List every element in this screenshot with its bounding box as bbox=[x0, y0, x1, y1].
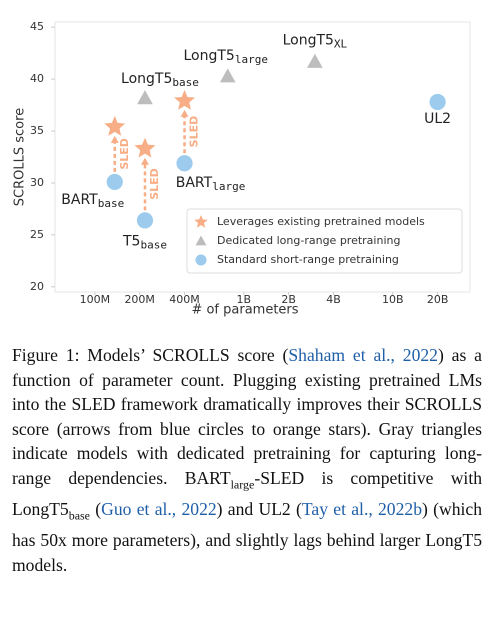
legend-label: Standard short-range pretraining bbox=[217, 253, 399, 266]
y-tick-label: 40 bbox=[30, 72, 44, 85]
x-tick-label: 400M bbox=[169, 293, 200, 306]
triangle-marker bbox=[305, 52, 325, 69]
point-label: BARTlarge bbox=[176, 175, 246, 193]
caption-link[interactable]: Shaham et al., 2022 bbox=[288, 345, 438, 365]
legend-box bbox=[186, 208, 463, 274]
caption-sub: base bbox=[68, 508, 91, 523]
arrow-head bbox=[110, 135, 119, 143]
x-tick-label: 200M bbox=[124, 293, 155, 306]
star-marker bbox=[102, 113, 128, 138]
legend: Leverages existing pretrained models Dedi… bbox=[186, 208, 463, 274]
triangle-marker bbox=[195, 235, 207, 246]
y-axis-label: SCROLLS score bbox=[13, 108, 28, 206]
legend-label: Dedicated long-range pretraining bbox=[217, 234, 400, 247]
point-label-sub: base bbox=[140, 238, 167, 251]
caption-plain: ) and UL2 ( bbox=[216, 499, 302, 520]
circle-marker bbox=[105, 173, 124, 191]
point-label-main: LongT5 bbox=[121, 71, 172, 87]
point-label-sub: large bbox=[212, 180, 245, 193]
point-label: T5base bbox=[122, 233, 167, 251]
point-label: UL2 bbox=[424, 111, 451, 127]
y-tick-label: 30 bbox=[30, 176, 44, 189]
y-tick-label: 35 bbox=[30, 124, 44, 137]
star-marker bbox=[172, 87, 197, 112]
point-label: BARTbase bbox=[61, 192, 124, 210]
point-label-main: LongT5 bbox=[283, 32, 334, 48]
point-label-sub: base bbox=[172, 76, 199, 89]
triangle-marker bbox=[218, 66, 237, 84]
point-label: LongT5XL bbox=[283, 32, 348, 50]
caption-plain: Figure 1: Models’ SCROLLS score ( bbox=[12, 345, 289, 365]
circle-marker bbox=[195, 254, 207, 266]
point-label-main: LongT5 bbox=[184, 48, 235, 64]
point-label: LongT5large bbox=[184, 48, 268, 66]
arrow-label: SLED bbox=[118, 138, 131, 170]
star-marker bbox=[194, 215, 208, 228]
x-tick-label: 20B bbox=[427, 293, 449, 306]
caption-plain: ( bbox=[90, 499, 102, 520]
y-tick-label: 20 bbox=[30, 280, 44, 293]
x-tick-label: 2B bbox=[281, 293, 296, 306]
caption-plain: ) (which has 50x more parameters), and s… bbox=[12, 499, 482, 575]
arrow-label: SLED bbox=[148, 168, 161, 200]
caption-link[interactable]: Tay et al., 2022b bbox=[301, 499, 422, 520]
point-label-main: UL2 bbox=[424, 111, 451, 127]
circle-marker bbox=[175, 154, 194, 173]
x-tick-label: 4B bbox=[326, 293, 341, 306]
chart: # of parameters SCROLLS score 20 25 30 35 40… bbox=[13, 20, 471, 318]
point-label: LongT5base bbox=[121, 71, 199, 89]
point-label-sub: XL bbox=[334, 37, 348, 50]
x-tick-label: 100M bbox=[80, 293, 111, 306]
circle-marker bbox=[136, 211, 154, 230]
arrow-head bbox=[180, 109, 189, 117]
caption-link[interactable]: Guo et al., 2022 bbox=[101, 499, 217, 520]
arrow-head bbox=[140, 157, 149, 165]
caption: Figure 1: Models’ SCROLLS score (Shaham … bbox=[12, 343, 482, 577]
caption-sub: large bbox=[230, 477, 255, 492]
plot-frame bbox=[54, 21, 471, 293]
circle-marker bbox=[428, 93, 447, 111]
arrow-label: SLED bbox=[188, 116, 201, 148]
x-axis-label: # of parameters bbox=[191, 303, 298, 318]
point-label-main: BART bbox=[61, 192, 98, 208]
x-tick-label: 1B bbox=[237, 293, 252, 306]
point-label-sub: base bbox=[98, 197, 125, 210]
caption-plain: ) as a function of parameter count. Plug… bbox=[12, 345, 482, 488]
y-tick-label: 45 bbox=[30, 20, 44, 33]
triangle-marker bbox=[135, 88, 155, 106]
caption-plain: -SLED is competitive with LongT5 bbox=[12, 467, 482, 520]
x-tick-label: 10B bbox=[382, 293, 404, 306]
legend-label: Leverages existing pretrained models bbox=[217, 215, 425, 228]
point-label-main: BART bbox=[176, 175, 213, 191]
point-label-sub: large bbox=[235, 53, 268, 66]
star-marker bbox=[132, 135, 158, 160]
point-label-main: T5 bbox=[122, 233, 140, 249]
y-tick-label: 25 bbox=[30, 228, 44, 241]
